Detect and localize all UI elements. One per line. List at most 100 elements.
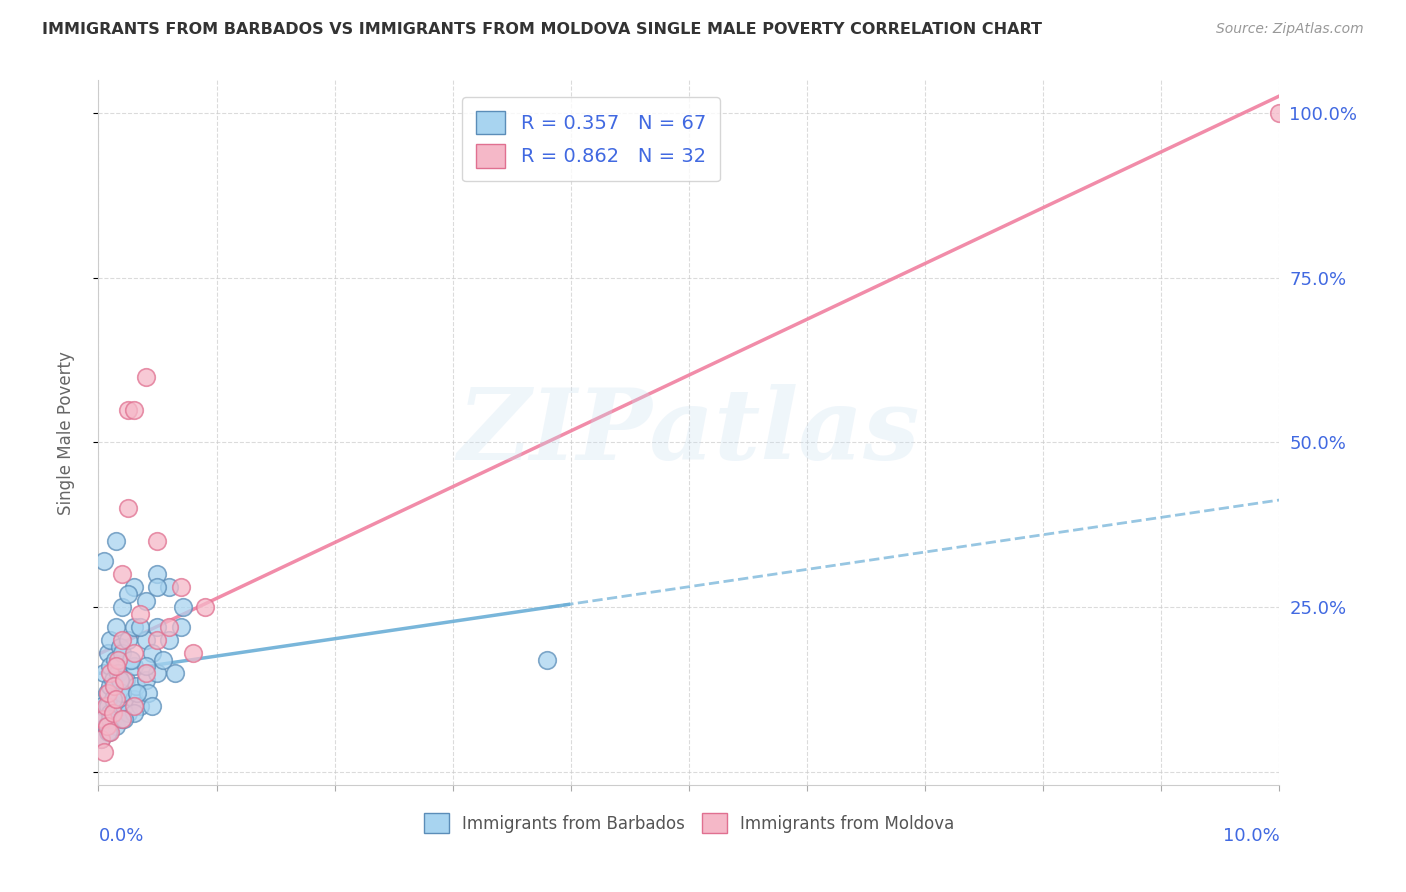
Point [98, 712, 121, 726]
Point [91, 698, 114, 713]
Point [103, 692, 125, 706]
Text: ZIPatlas: ZIPatlas [458, 384, 920, 481]
Point [122, 646, 145, 660]
Point [112, 712, 135, 726]
Point [146, 620, 169, 634]
Point [181, 646, 204, 660]
Point [125, 679, 148, 693]
Point [141, 698, 163, 713]
Y-axis label: Single Male Poverty: Single Male Poverty [56, 351, 75, 515]
Point [107, 665, 129, 680]
Point [157, 620, 180, 634]
Point [111, 712, 134, 726]
Point [146, 633, 169, 648]
Point [103, 679, 125, 693]
Point [1268, 106, 1291, 120]
Point [135, 369, 157, 384]
Point [96, 686, 118, 700]
Point [105, 534, 128, 549]
Point [165, 665, 187, 680]
Point [105, 692, 128, 706]
Point [146, 581, 169, 595]
Point [135, 659, 157, 673]
Point [98, 706, 121, 720]
Point [122, 692, 145, 706]
Point [105, 698, 128, 713]
Point [157, 633, 180, 648]
Point [94, 698, 117, 713]
Point [122, 620, 145, 634]
Point [93, 745, 115, 759]
Point [101, 712, 124, 726]
Point [105, 620, 128, 634]
Point [117, 402, 139, 417]
Point [122, 706, 145, 720]
Point [136, 686, 159, 700]
Point [90, 731, 112, 746]
Point [135, 633, 157, 648]
Point [117, 706, 139, 720]
Point [122, 698, 145, 713]
Point [170, 620, 193, 634]
Point [90, 731, 112, 746]
Point [127, 686, 149, 700]
Point [108, 673, 131, 687]
Point [117, 633, 139, 648]
Point [111, 686, 134, 700]
Point [107, 653, 129, 667]
Point [135, 593, 157, 607]
Point [128, 607, 150, 621]
Point [91, 712, 114, 726]
Point [101, 706, 124, 720]
Point [128, 620, 150, 634]
Point [98, 679, 121, 693]
Point [94, 719, 117, 733]
Point [111, 600, 134, 615]
Point [152, 653, 174, 667]
Point [141, 646, 163, 660]
Point [122, 402, 145, 417]
Point [146, 665, 169, 680]
Point [98, 633, 121, 648]
Point [93, 554, 115, 568]
Text: Source: ZipAtlas.com: Source: ZipAtlas.com [1216, 22, 1364, 37]
Point [194, 600, 217, 615]
Point [98, 659, 121, 673]
Legend: Immigrants from Barbados, Immigrants from Moldova: Immigrants from Barbados, Immigrants fro… [418, 806, 960, 840]
Point [97, 686, 120, 700]
Point [105, 659, 128, 673]
Point [108, 640, 131, 654]
Point [117, 587, 139, 601]
Point [114, 673, 136, 687]
Point [112, 673, 135, 687]
Point [104, 653, 127, 667]
Point [135, 665, 157, 680]
Point [146, 534, 169, 549]
Point [170, 581, 193, 595]
Point [157, 581, 180, 595]
Point [98, 665, 121, 680]
Point [122, 581, 145, 595]
Point [128, 698, 150, 713]
Point [101, 673, 124, 687]
Point [111, 686, 134, 700]
Point [101, 692, 124, 706]
Text: 0.0%: 0.0% [98, 827, 143, 846]
Point [111, 633, 134, 648]
Point [111, 646, 134, 660]
Point [97, 646, 120, 660]
Point [146, 567, 169, 582]
Point [122, 659, 145, 673]
Point [96, 719, 118, 733]
Point [97, 725, 120, 739]
Point [93, 665, 115, 680]
Point [112, 698, 135, 713]
Text: IMMIGRANTS FROM BARBADOS VS IMMIGRANTS FROM MOLDOVA SINGLE MALE POVERTY CORRELAT: IMMIGRANTS FROM BARBADOS VS IMMIGRANTS F… [42, 22, 1042, 37]
Point [135, 673, 157, 687]
Point [172, 600, 194, 615]
Text: 10.0%: 10.0% [1223, 827, 1279, 846]
Point [117, 501, 139, 516]
Point [121, 653, 143, 667]
Point [98, 725, 121, 739]
Point [93, 712, 115, 726]
